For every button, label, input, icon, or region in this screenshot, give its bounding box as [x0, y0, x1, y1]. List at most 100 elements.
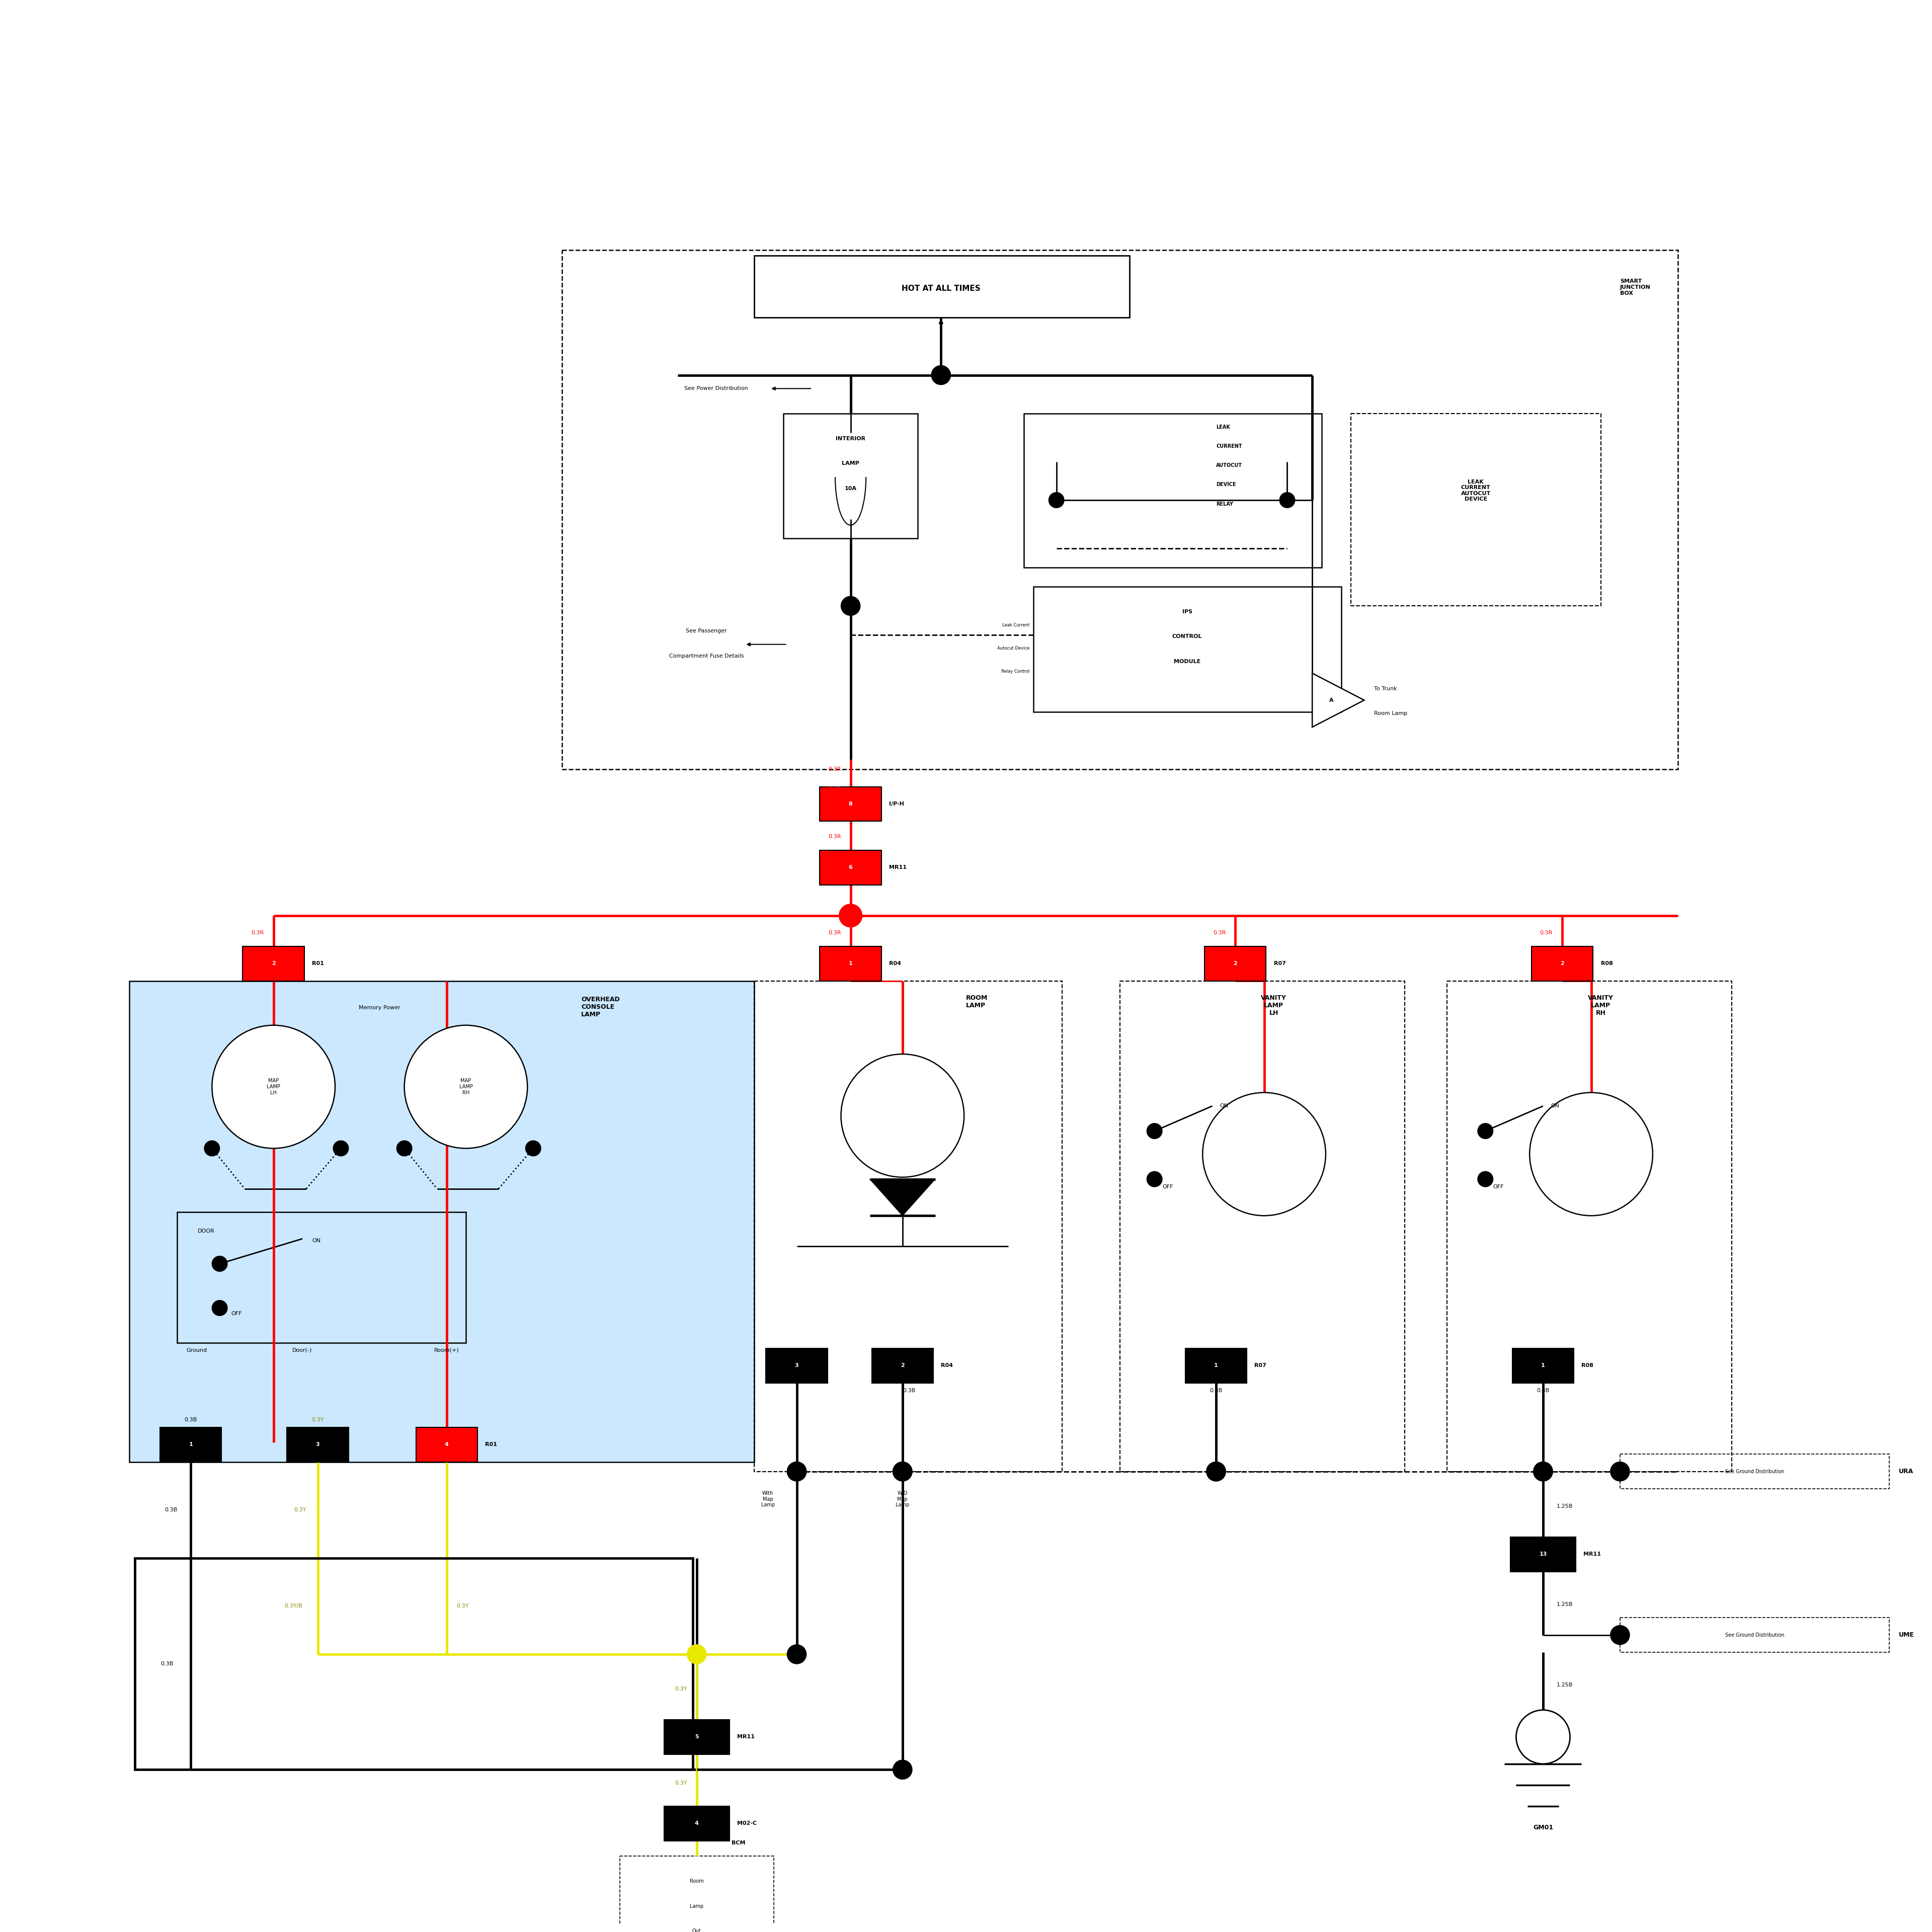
- Circle shape: [332, 1140, 348, 1155]
- Bar: [1621, 1455, 1889, 1490]
- Text: 0.3R: 0.3R: [829, 835, 840, 838]
- Text: 10A: 10A: [844, 487, 856, 491]
- Text: LAMP: LAMP: [842, 462, 860, 466]
- Bar: [1186, 1349, 1246, 1383]
- Text: Autocut Device: Autocut Device: [997, 645, 1030, 651]
- Text: ON: ON: [311, 1238, 321, 1242]
- Text: 8: 8: [848, 802, 852, 806]
- Text: 0.3Y/B: 0.3Y/B: [284, 1604, 303, 1609]
- Circle shape: [1279, 493, 1294, 508]
- Text: INTERIOR: INTERIOR: [837, 437, 866, 440]
- Circle shape: [1478, 1122, 1493, 1138]
- Text: RELAY: RELAY: [1215, 502, 1233, 506]
- Text: DEVICE: DEVICE: [1215, 483, 1236, 487]
- Text: Room Lamp: Room Lamp: [1374, 711, 1406, 717]
- Circle shape: [205, 1140, 220, 1155]
- Text: Ground: Ground: [185, 1349, 207, 1352]
- Bar: [160, 1428, 222, 1463]
- Bar: [1204, 947, 1265, 981]
- Text: W/O
Map
Lamp: W/O Map Lamp: [896, 1492, 910, 1507]
- Bar: [1513, 1349, 1575, 1383]
- Circle shape: [1206, 1463, 1225, 1482]
- Text: 1: 1: [1542, 1364, 1546, 1368]
- Bar: [288, 1428, 348, 1463]
- Text: BCM: BCM: [732, 1839, 746, 1845]
- Circle shape: [213, 1300, 228, 1316]
- Text: MR11: MR11: [738, 1735, 755, 1739]
- Text: See Power Distribution: See Power Distribution: [684, 386, 748, 390]
- Text: See Ground Distribution: See Ground Distribution: [1725, 1468, 1785, 1474]
- Text: With
Map
Lamp: With Map Lamp: [761, 1492, 775, 1507]
- Text: 3: 3: [315, 1441, 319, 1447]
- Circle shape: [688, 1644, 707, 1663]
- Circle shape: [396, 1140, 412, 1155]
- Text: ON: ON: [1551, 1103, 1559, 1109]
- Text: 3: 3: [794, 1364, 798, 1368]
- Text: MAP
LAMP
RH: MAP LAMP RH: [460, 1078, 473, 1095]
- Text: 13: 13: [1540, 1551, 1548, 1557]
- Circle shape: [931, 365, 951, 384]
- Text: R08: R08: [1582, 1364, 1594, 1368]
- Text: 1: 1: [848, 962, 852, 966]
- Text: IPS: IPS: [1182, 609, 1192, 614]
- Bar: [665, 1719, 730, 1754]
- Bar: [753, 255, 1130, 317]
- Text: Leak Current: Leak Current: [1003, 622, 1030, 628]
- Text: OVERHEAD
CONSOLE
LAMP: OVERHEAD CONSOLE LAMP: [582, 997, 620, 1018]
- Circle shape: [1534, 1463, 1553, 1482]
- Bar: [1447, 981, 1731, 1472]
- Circle shape: [404, 1026, 527, 1148]
- Text: 0.3R: 0.3R: [829, 786, 840, 792]
- Bar: [871, 1349, 933, 1383]
- Text: R04: R04: [941, 1364, 952, 1368]
- Bar: [753, 981, 1063, 1472]
- Circle shape: [1202, 1094, 1325, 1215]
- Text: 0.3R: 0.3R: [1213, 931, 1225, 935]
- Text: Lamp: Lamp: [690, 1903, 703, 1909]
- Text: To Trunk: To Trunk: [1374, 686, 1397, 692]
- Circle shape: [786, 1463, 806, 1482]
- Bar: [415, 1428, 477, 1463]
- Bar: [620, 1857, 773, 1932]
- Text: MAP
LAMP
LH: MAP LAMP LH: [267, 1078, 280, 1095]
- Text: Memory Power: Memory Power: [359, 1005, 400, 1010]
- Bar: [243, 947, 305, 981]
- Circle shape: [1611, 1625, 1629, 1644]
- Text: 0.3B: 0.3B: [1209, 1389, 1223, 1393]
- Text: ON: ON: [1219, 1103, 1229, 1109]
- Text: 0.3B: 0.3B: [160, 1662, 174, 1667]
- Circle shape: [1534, 1463, 1553, 1482]
- Text: Room(+): Room(+): [435, 1349, 460, 1352]
- Text: OFF: OFF: [1493, 1184, 1503, 1190]
- Circle shape: [1148, 1122, 1163, 1138]
- Text: VANITY
LAMP
LH: VANITY LAMP LH: [1262, 995, 1287, 1016]
- Text: 0.3Y: 0.3Y: [294, 1507, 307, 1513]
- Bar: [562, 249, 1677, 769]
- Text: 1: 1: [189, 1441, 193, 1447]
- Text: 1.25B: 1.25B: [1557, 1602, 1573, 1607]
- Text: 2: 2: [1233, 962, 1236, 966]
- Text: 0.3Y: 0.3Y: [456, 1604, 469, 1609]
- Bar: [178, 1211, 466, 1343]
- Text: UME: UME: [1899, 1633, 1915, 1638]
- Text: 0.3R: 0.3R: [829, 854, 840, 858]
- Text: CONTROL: CONTROL: [1173, 634, 1202, 639]
- Text: 4: 4: [444, 1441, 448, 1447]
- Polygon shape: [1312, 672, 1364, 726]
- Text: URA: URA: [1899, 1468, 1913, 1474]
- Text: 1: 1: [1213, 1364, 1217, 1368]
- Text: MR11: MR11: [889, 866, 906, 869]
- Text: 1.25B: 1.25B: [1557, 1503, 1573, 1509]
- Bar: [1034, 587, 1341, 711]
- Text: R04: R04: [889, 962, 900, 966]
- Text: Out: Out: [692, 1928, 701, 1932]
- Text: R08: R08: [1602, 962, 1613, 966]
- Text: ROOM
LAMP: ROOM LAMP: [966, 995, 987, 1009]
- Text: Compartment Fuse Details: Compartment Fuse Details: [668, 653, 744, 659]
- Circle shape: [838, 904, 862, 927]
- Bar: [819, 786, 881, 821]
- Circle shape: [213, 1256, 228, 1271]
- Bar: [135, 1557, 694, 1770]
- Text: OFF: OFF: [1163, 1184, 1173, 1190]
- Text: AUTOCUT: AUTOCUT: [1215, 464, 1242, 468]
